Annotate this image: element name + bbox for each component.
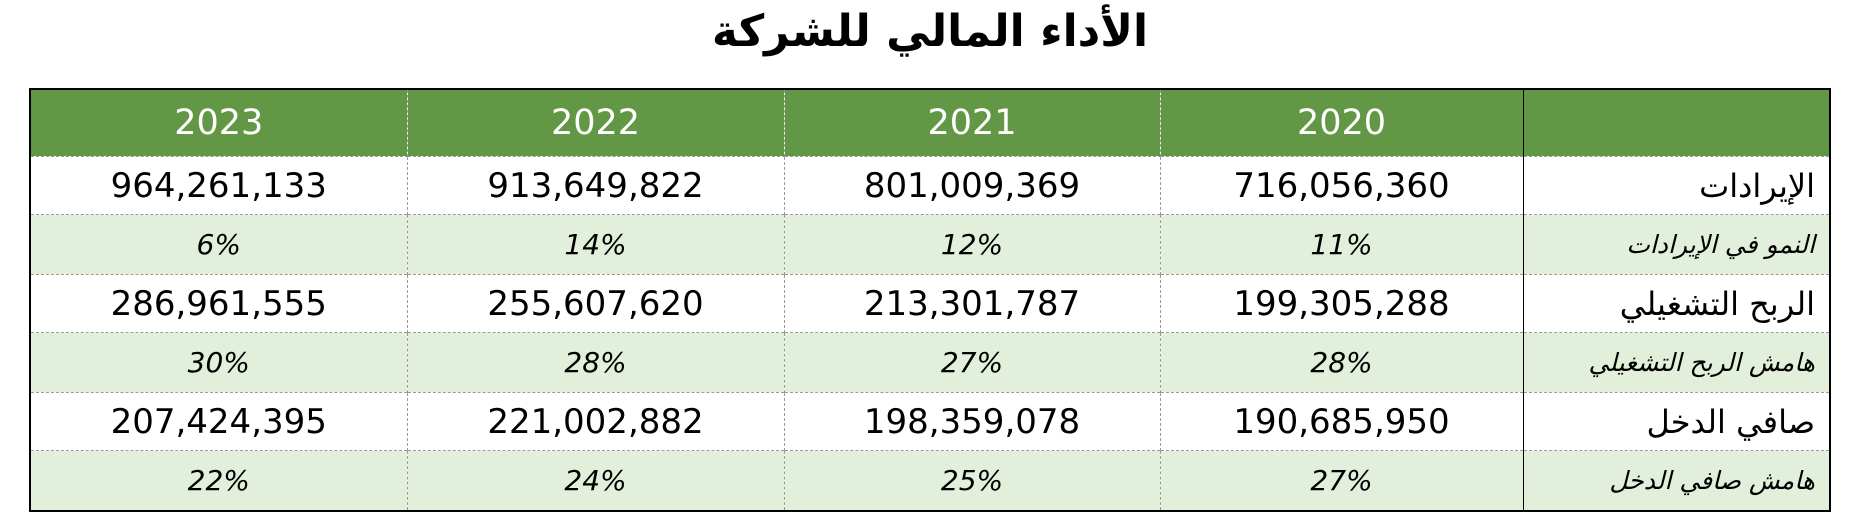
table-cell: 221,002,882 bbox=[406, 392, 785, 451]
year-header: 2020 bbox=[1159, 89, 1524, 157]
table-row-revenue-growth: 6% 14% 12% 11% النمو في الإيرادات bbox=[29, 214, 1831, 275]
table-cell: 27% bbox=[783, 332, 1161, 393]
table-cell: 801,009,369 bbox=[783, 156, 1161, 215]
table-cell: 198,359,078 bbox=[783, 392, 1161, 451]
table-cell: 207,424,395 bbox=[29, 392, 408, 451]
table-cell: 190,685,950 bbox=[1159, 392, 1524, 451]
table-cell: 14% bbox=[406, 214, 785, 275]
year-header: 2021 bbox=[783, 89, 1161, 157]
financial-performance-table: 2023 2022 2021 2020 964,261,133 913,649,… bbox=[29, 88, 1831, 512]
table-cell: 28% bbox=[1159, 332, 1524, 393]
table-cell: 6% bbox=[29, 214, 408, 275]
table-cell: 28% bbox=[406, 332, 785, 393]
page-title: الأداء المالي للشركة bbox=[711, 6, 1149, 57]
label-header bbox=[1522, 89, 1831, 157]
row-label: الإيرادات bbox=[1522, 156, 1831, 215]
year-header: 2023 bbox=[29, 89, 408, 157]
table-header-row: 2023 2022 2021 2020 bbox=[29, 89, 1831, 157]
table-cell: 964,261,133 bbox=[29, 156, 408, 215]
table-cell: 213,301,787 bbox=[783, 274, 1161, 333]
table-cell: 286,961,555 bbox=[29, 274, 408, 333]
table-cell: 11% bbox=[1159, 214, 1524, 275]
row-label: هامش صافي الدخل bbox=[1522, 450, 1831, 511]
row-label: صافي الدخل bbox=[1522, 392, 1831, 451]
table-cell: 12% bbox=[783, 214, 1161, 275]
table-cell: 716,056,360 bbox=[1159, 156, 1524, 215]
table-cell: 30% bbox=[29, 332, 408, 393]
row-label: النمو في الإيرادات bbox=[1522, 214, 1831, 275]
table-cell: 22% bbox=[29, 450, 408, 511]
table-cell: 25% bbox=[783, 450, 1161, 511]
table-cell: 255,607,620 bbox=[406, 274, 785, 333]
table-cell: 24% bbox=[406, 450, 785, 511]
table-row-net-margin: 22% 24% 25% 27% هامش صافي الدخل bbox=[29, 450, 1831, 511]
table-row-operating-margin: 30% 28% 27% 28% هامش الربح التشغيلي bbox=[29, 332, 1831, 393]
table-row-revenue: 964,261,133 913,649,822 801,009,369 716,… bbox=[29, 156, 1831, 215]
year-header: 2022 bbox=[406, 89, 785, 157]
table-row-operating-profit: 286,961,555 255,607,620 213,301,787 199,… bbox=[29, 274, 1831, 333]
table-cell: 27% bbox=[1159, 450, 1524, 511]
table-cell: 913,649,822 bbox=[406, 156, 785, 215]
table-row-net-income: 207,424,395 221,002,882 198,359,078 190,… bbox=[29, 392, 1831, 451]
table-cell: 199,305,288 bbox=[1159, 274, 1524, 333]
row-label: الربح التشغيلي bbox=[1522, 274, 1831, 333]
row-label: هامش الربح التشغيلي bbox=[1522, 332, 1831, 393]
